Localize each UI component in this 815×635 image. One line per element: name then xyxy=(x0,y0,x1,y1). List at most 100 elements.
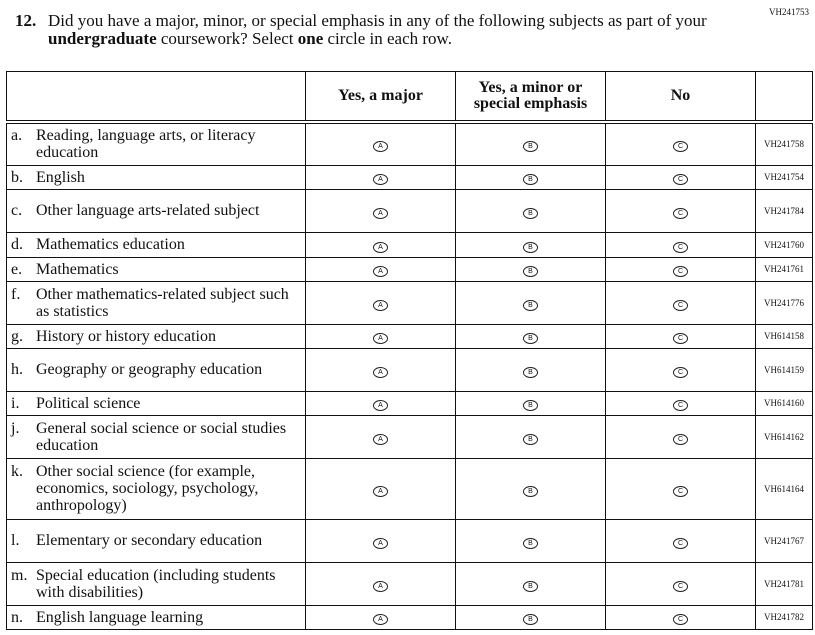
radio-option-b[interactable]: B xyxy=(523,333,538,344)
radio-option-a[interactable]: A xyxy=(373,614,388,625)
radio-option-c[interactable]: C xyxy=(673,580,688,592)
radio-option-a[interactable]: A xyxy=(373,580,388,592)
option-cell: C xyxy=(605,518,756,563)
option-cell: B xyxy=(455,561,606,606)
radio-option-a[interactable]: A xyxy=(373,241,388,253)
table-row: a. Reading, language arts, or literacy ed… xyxy=(6,121,813,166)
header-row: Yes, a major Yes, a minor or special emp… xyxy=(6,71,813,124)
radio-option-c[interactable]: C xyxy=(673,614,688,625)
row-letter: h. xyxy=(11,361,23,378)
table-row: i. Political science A B C VH614160 xyxy=(6,390,813,416)
radio-option-c[interactable]: C xyxy=(673,141,688,153)
row-subject: English xyxy=(36,168,85,186)
row-code: VH241754 xyxy=(755,164,813,190)
radio-option-a[interactable]: A xyxy=(373,207,388,219)
radio-option-c[interactable]: C xyxy=(673,366,688,378)
row-subject: Reading, language arts, or literacy educ… xyxy=(36,127,256,162)
table-row: f. Other mathematics-related subject such… xyxy=(6,280,813,325)
radio-option-b[interactable]: B xyxy=(523,141,538,153)
option-cell: C xyxy=(605,457,756,520)
radio-option-b[interactable]: B xyxy=(523,580,538,592)
header-major: Yes, a major xyxy=(305,71,456,124)
table-row: m. Special education (including students … xyxy=(6,561,813,606)
radio-option-a[interactable]: A xyxy=(373,299,388,311)
radio-option-a[interactable]: A xyxy=(373,174,388,185)
question-text-part: Did you have a major, minor, or special … xyxy=(48,11,707,30)
row-code: VH241767 xyxy=(755,518,813,563)
question-text-part: coursework? Select xyxy=(156,29,298,48)
row-letter: b. xyxy=(11,168,23,186)
row-letter: n. xyxy=(11,608,23,626)
option-cell: C xyxy=(605,347,756,392)
row-label: h. Geography or geography education xyxy=(6,347,306,392)
question-text: 12. Did you have a major, minor, or spec… xyxy=(15,12,735,48)
row-subject: Political science xyxy=(36,394,141,412)
option-cell: A xyxy=(305,121,456,166)
radio-option-c[interactable]: C xyxy=(673,266,688,277)
radio-option-a[interactable]: A xyxy=(373,485,388,497)
table-row: g. History or history education A B C VH61415… xyxy=(6,323,813,349)
header-no: No xyxy=(605,71,756,124)
table-row: k. Other social science (for example, eco… xyxy=(6,457,813,520)
radio-option-a[interactable]: A xyxy=(373,333,388,344)
row-letter: c. xyxy=(11,202,23,219)
table-row: e. Mathematics A B C VH241761 xyxy=(6,256,813,282)
option-cell: A xyxy=(305,231,456,258)
radio-option-b[interactable]: B xyxy=(523,366,538,378)
header-subject xyxy=(6,71,306,124)
option-cell: A xyxy=(305,188,456,233)
option-cell: B xyxy=(455,323,606,349)
radio-option-a[interactable]: A xyxy=(373,537,388,549)
radio-option-c[interactable]: C xyxy=(673,400,688,411)
table-row: l. Elementary or secondary education A B C VH… xyxy=(6,518,813,563)
table-row: n. English language learning A B C VH241782 xyxy=(6,604,813,630)
radio-option-c[interactable]: C xyxy=(673,485,688,497)
option-cell: C xyxy=(605,390,756,416)
option-cell: B xyxy=(455,164,606,190)
radio-option-a[interactable]: A xyxy=(373,400,388,411)
radio-option-a[interactable]: A xyxy=(373,141,388,153)
radio-option-c[interactable]: C xyxy=(673,174,688,185)
radio-option-b[interactable]: B xyxy=(523,485,538,497)
option-cell: C xyxy=(605,231,756,258)
radio-option-c[interactable]: C xyxy=(673,433,688,445)
radio-option-a[interactable]: A xyxy=(373,433,388,445)
radio-option-b[interactable]: B xyxy=(523,266,538,277)
response-grid: Yes, a major Yes, a minor or special emp… xyxy=(6,71,813,630)
radio-option-a[interactable]: A xyxy=(373,266,388,277)
row-letter: i. xyxy=(11,394,20,412)
option-cell: A xyxy=(305,414,456,459)
radio-option-c[interactable]: C xyxy=(673,299,688,311)
option-cell: C xyxy=(605,414,756,459)
row-letter: g. xyxy=(11,327,23,345)
row-code: VH241760 xyxy=(755,231,813,258)
radio-option-a[interactable]: A xyxy=(373,366,388,378)
radio-option-c[interactable]: C xyxy=(673,207,688,219)
row-letter: d. xyxy=(11,236,23,253)
option-cell: B xyxy=(455,280,606,325)
radio-option-c[interactable]: C xyxy=(673,537,688,549)
radio-option-c[interactable]: C xyxy=(673,241,688,253)
radio-option-b[interactable]: B xyxy=(523,400,538,411)
row-label: f. Other mathematics-related subject such… xyxy=(6,280,306,325)
row-code: VH241782 xyxy=(755,604,813,630)
row-label: n. English language learning xyxy=(6,604,306,630)
option-cell: B xyxy=(455,256,606,282)
question-id: VH241753 xyxy=(769,7,809,17)
row-letter: l. xyxy=(11,532,20,549)
row-subject: Other mathematics-related subject such a… xyxy=(36,285,289,320)
radio-option-b[interactable]: B xyxy=(523,207,538,219)
radio-option-c[interactable]: C xyxy=(673,333,688,344)
radio-option-b[interactable]: B xyxy=(523,433,538,445)
radio-option-b[interactable]: B xyxy=(523,537,538,549)
option-cell: B xyxy=(455,518,606,563)
row-letter: a. xyxy=(11,127,23,145)
radio-option-b[interactable]: B xyxy=(523,241,538,253)
radio-option-b[interactable]: B xyxy=(523,614,538,625)
table-row: c. Other language arts-related subject A B C… xyxy=(6,188,813,233)
radio-option-b[interactable]: B xyxy=(523,299,538,311)
radio-option-b[interactable]: B xyxy=(523,174,538,185)
option-cell: B xyxy=(455,390,606,416)
option-cell: B xyxy=(455,347,606,392)
row-subject: Geography or geography education xyxy=(36,361,263,378)
